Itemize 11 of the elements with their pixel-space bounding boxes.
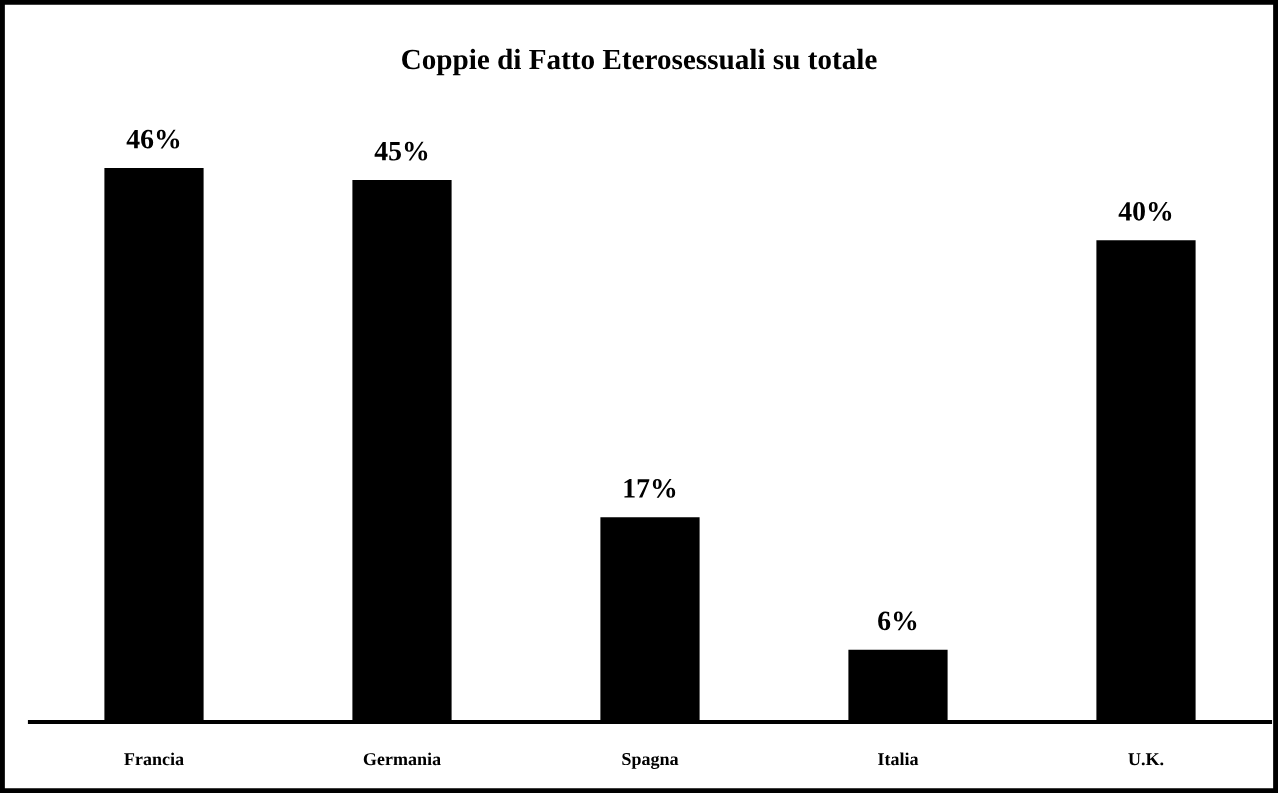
x-tick-label: Germania xyxy=(363,752,441,766)
data-label: 40% xyxy=(1118,201,1172,221)
x-tick-label: Italia xyxy=(878,752,919,766)
data-label: 17% xyxy=(624,478,676,498)
x-tick-label: Spagna xyxy=(622,752,679,769)
data-label: 45% xyxy=(374,141,428,161)
chart-title: Coppie di Fatto Eterosessuali su totale xyxy=(402,48,877,76)
data-label: 46% xyxy=(126,129,180,149)
data-label: 6% xyxy=(878,611,917,631)
x-tick-label: Francia xyxy=(124,752,184,766)
x-tick-label: U.K. xyxy=(1128,753,1164,766)
